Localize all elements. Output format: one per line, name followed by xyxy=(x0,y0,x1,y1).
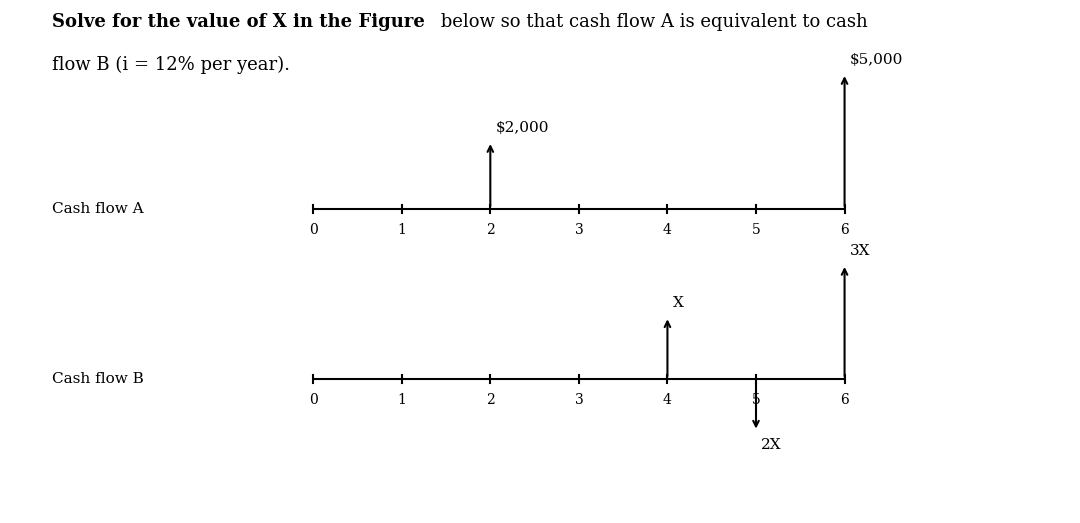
Text: below so that cash flow A is equivalent to cash: below so that cash flow A is equivalent … xyxy=(435,13,868,31)
Text: 6: 6 xyxy=(840,223,849,237)
Text: X: X xyxy=(673,296,684,310)
Text: 5: 5 xyxy=(752,393,760,407)
Text: 3: 3 xyxy=(575,223,583,237)
Text: 6: 6 xyxy=(840,393,849,407)
Text: flow B (i = 12% per year).: flow B (i = 12% per year). xyxy=(52,56,289,74)
Text: 1: 1 xyxy=(397,393,406,407)
Text: Cash flow A: Cash flow A xyxy=(52,202,144,216)
Text: 1: 1 xyxy=(397,223,406,237)
Text: 0: 0 xyxy=(309,223,318,237)
Text: $5,000: $5,000 xyxy=(850,53,903,67)
Text: 3X: 3X xyxy=(850,244,870,258)
Text: $2,000: $2,000 xyxy=(496,121,550,135)
Text: 0: 0 xyxy=(309,393,318,407)
Text: 4: 4 xyxy=(663,393,672,407)
Text: Solve for the value of X in the Figure: Solve for the value of X in the Figure xyxy=(52,13,424,31)
Text: 2: 2 xyxy=(486,223,495,237)
Text: 4: 4 xyxy=(663,223,672,237)
Text: 5: 5 xyxy=(752,223,760,237)
Text: 2X: 2X xyxy=(761,438,782,452)
Text: Cash flow B: Cash flow B xyxy=(52,372,144,386)
Text: 2: 2 xyxy=(486,393,495,407)
Text: 3: 3 xyxy=(575,393,583,407)
